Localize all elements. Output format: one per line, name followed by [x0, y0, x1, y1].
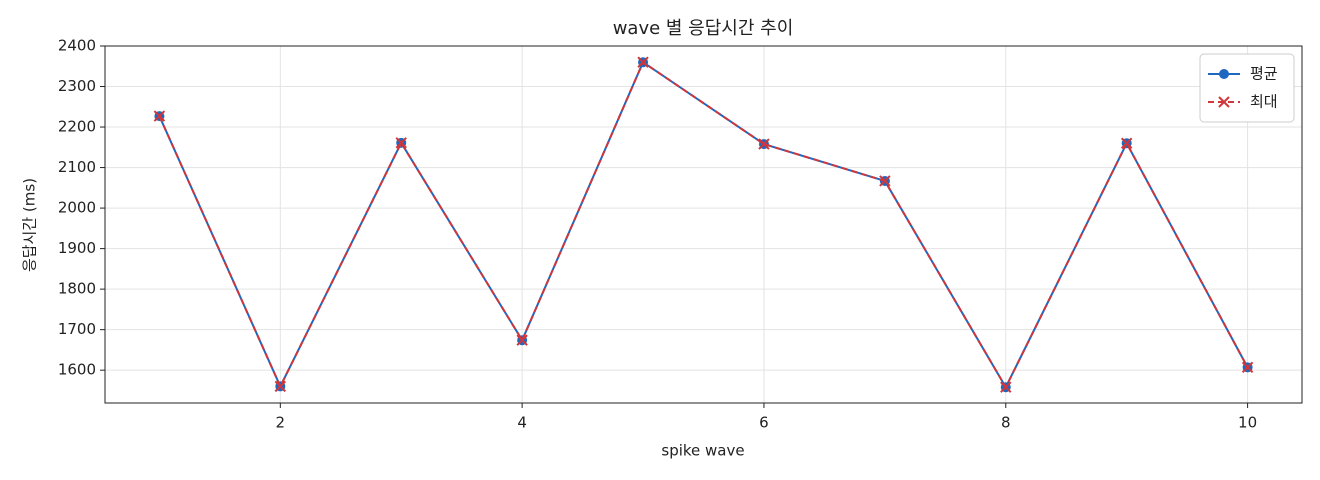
series-line: [158, 60, 1249, 390]
x-tick-label: 4: [517, 414, 527, 432]
y-tick-label: 2100: [58, 158, 96, 176]
y-tick-label: 1900: [58, 239, 96, 257]
x-tick-label: 6: [759, 414, 769, 432]
legend-marker: [1218, 96, 1230, 108]
y-tick-label: 1600: [58, 361, 96, 379]
point: [879, 175, 891, 187]
point: [153, 110, 166, 122]
point: [274, 380, 287, 393]
point: [637, 56, 649, 68]
y-tick-label: 2200: [58, 118, 96, 136]
point: [1241, 361, 1254, 374]
x-tick-label: 10: [1238, 414, 1257, 432]
point: [1120, 137, 1133, 149]
y-tick-label: 1700: [58, 320, 96, 338]
x-axis-label: spike wave: [661, 442, 744, 460]
legend-label: 최대: [1250, 93, 1278, 111]
y-tick-label: 2000: [58, 199, 96, 217]
point: [516, 334, 528, 346]
x-tick-label: 8: [1001, 414, 1011, 432]
point: [758, 138, 770, 150]
y-tick-label: 2300: [58, 77, 96, 95]
y-tick-label: 1800: [58, 280, 96, 298]
x-tick-label: 2: [276, 414, 286, 432]
point: [1000, 381, 1012, 393]
legend-label: 평균: [1250, 65, 1278, 83]
series-line: [158, 60, 1249, 390]
legend-marker: [1219, 69, 1229, 79]
point: [395, 137, 407, 149]
y-tick-label: 2400: [58, 37, 96, 55]
plot-frame: [104, 45, 1303, 404]
legend-box: [1199, 53, 1295, 123]
y-axis-label: 응답시간 (ms): [21, 178, 39, 272]
chart-title: wave 별 응답시간 추이: [613, 18, 794, 39]
